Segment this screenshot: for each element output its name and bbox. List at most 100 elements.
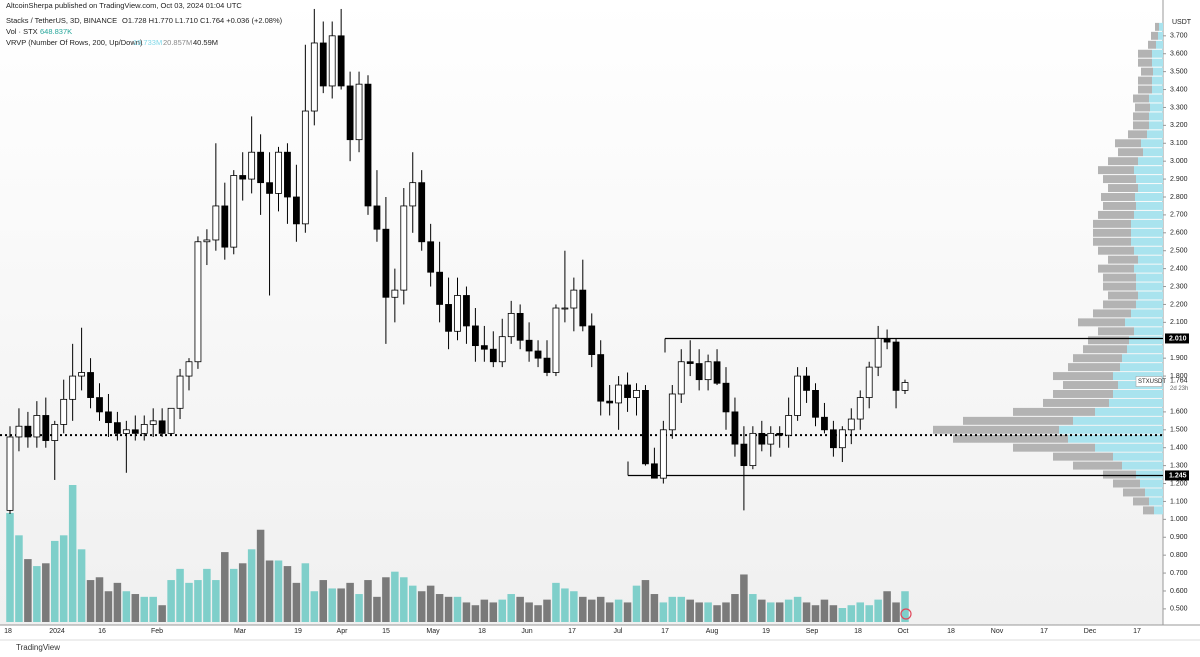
volume-bar	[238, 563, 247, 622]
profile-down	[1068, 363, 1120, 372]
volume-bar	[426, 585, 435, 622]
volume-bar	[417, 591, 426, 622]
x-tick-label: 16	[98, 628, 106, 635]
volume-bar	[95, 577, 104, 622]
profile-up	[1113, 390, 1163, 398]
alert-icon[interactable]	[900, 608, 912, 620]
volume-bar	[552, 582, 560, 622]
profile-up	[1138, 255, 1163, 264]
profile-down	[1138, 49, 1152, 58]
profile-down	[1093, 219, 1131, 228]
candle-body	[856, 397, 864, 420]
x-tick-label: 17	[661, 628, 669, 635]
volume-bar	[641, 580, 650, 622]
volume-layer	[6, 485, 909, 622]
y-tick-label: 0.700	[1170, 570, 1188, 577]
candle-body	[838, 429, 846, 449]
profile-down	[1078, 318, 1125, 327]
profile-up	[1143, 148, 1163, 157]
candle-body	[248, 151, 256, 180]
volume-bar	[265, 560, 274, 622]
volume-bar	[59, 535, 68, 622]
volume-bar	[856, 602, 865, 622]
footer-brand: TradingView	[16, 643, 60, 652]
profile-down	[1083, 345, 1127, 354]
volume-bar	[6, 512, 14, 622]
volume-bar	[579, 596, 587, 622]
volume-bar	[391, 571, 399, 622]
volume-bar	[435, 594, 444, 622]
profile-up	[1134, 166, 1163, 175]
candle-body	[275, 151, 282, 194]
volume-value: 648.837K	[40, 27, 72, 36]
profile-down	[1093, 228, 1131, 237]
volume-bar	[489, 602, 498, 622]
profile-down	[1133, 94, 1149, 103]
y-tick-label: 2.100	[1170, 319, 1188, 326]
profile-down	[1043, 398, 1109, 407]
volume-bar	[256, 529, 265, 622]
candle-body	[489, 348, 497, 363]
candle-body	[418, 182, 426, 243]
profile-down	[1098, 166, 1134, 175]
profile-up	[1134, 264, 1163, 273]
last-price: 1.764	[1170, 377, 1188, 384]
volume-bar	[203, 568, 211, 622]
vrvp-up: 19.733M	[133, 38, 162, 47]
y-tick-label: 2.500	[1170, 248, 1188, 255]
profile-down	[1108, 157, 1138, 166]
countdown: 2d 23h	[1170, 386, 1188, 392]
profile-up	[1149, 121, 1163, 130]
y-tick-label: 2.800	[1170, 194, 1188, 201]
candle-body	[212, 205, 220, 241]
y-tick-label: 1.100	[1170, 498, 1188, 505]
x-tick-label: 18	[4, 628, 12, 635]
profile-up	[1134, 210, 1163, 219]
y-tick-label: 2.700	[1170, 212, 1188, 219]
profile-up	[1152, 49, 1163, 58]
candle-body	[203, 239, 211, 243]
candle-body	[78, 372, 85, 377]
candle-body	[42, 415, 50, 441]
volume-bar	[310, 591, 319, 622]
level-label-box	[1165, 333, 1189, 344]
y-tick-label: 2.300	[1170, 283, 1188, 290]
volume-bar	[847, 605, 856, 622]
volume-bar	[176, 568, 184, 622]
volume-bar	[382, 577, 390, 622]
candle-body	[454, 295, 461, 332]
volume-bar	[632, 585, 641, 622]
volume-bar	[677, 596, 686, 622]
volume-bar	[42, 563, 50, 622]
volume-bar	[453, 596, 462, 622]
candle-body	[122, 429, 130, 434]
candle-body	[812, 390, 819, 418]
candle-body	[382, 228, 390, 298]
volume-bar	[695, 602, 703, 622]
volume-bar	[775, 602, 784, 622]
candles-layer	[6, 8, 909, 514]
x-tick-label: Apr	[337, 628, 349, 635]
profile-up	[1156, 40, 1163, 49]
x-tick-label: 15	[382, 628, 390, 635]
y-tick-label: 3.400	[1170, 86, 1188, 93]
candle-body	[346, 85, 354, 141]
profile-up	[1140, 479, 1163, 488]
volume-bar	[659, 602, 668, 622]
candle-body	[579, 289, 587, 327]
profile-up	[1141, 139, 1163, 148]
profile-down	[1135, 103, 1150, 112]
candle-body	[668, 393, 676, 431]
candle-body	[284, 151, 291, 198]
y-tick-label: 3.600	[1170, 51, 1188, 58]
volume-bar	[221, 552, 229, 622]
candle-body	[525, 339, 533, 352]
volume-bar	[883, 591, 891, 622]
profile-down	[1103, 175, 1136, 184]
volume-bar	[802, 602, 811, 622]
candle-body	[794, 375, 801, 416]
volume-bar	[623, 602, 632, 622]
profile-down	[1013, 443, 1095, 452]
y-tick-label: 1.400	[1170, 445, 1188, 452]
candle-body	[651, 463, 658, 479]
